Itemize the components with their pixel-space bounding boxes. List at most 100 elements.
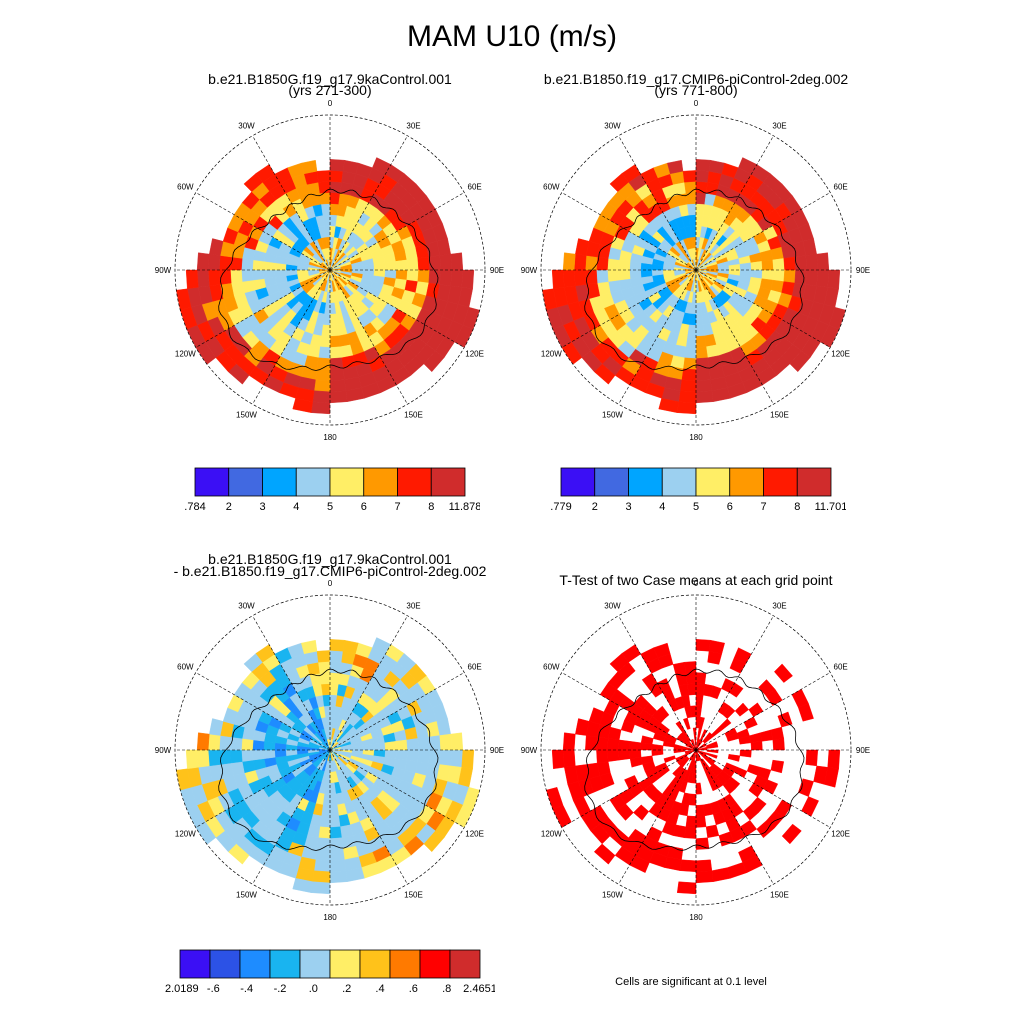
grid-cell	[695, 639, 711, 652]
grid-cell	[384, 741, 397, 751]
panel-1-title-line2: (yrs 271-300)	[288, 82, 372, 98]
grid-cell	[219, 735, 232, 751]
panel-2-title-line1: b.e21.B1850.f19_g17.CMIP6-piControl-2deg…	[543, 71, 849, 87]
grid-cell	[318, 346, 331, 359]
lon-label: 60E	[468, 183, 482, 192]
colorbar-tick-label: 3	[625, 501, 631, 513]
colorbar-swatch	[209, 949, 241, 979]
colorbar-tick-label: 4	[659, 501, 665, 513]
grid-cell	[667, 159, 684, 175]
grid-cell	[315, 848, 331, 861]
grid-cell	[688, 214, 697, 227]
lon-label: 60W	[177, 183, 194, 192]
panel-3-title-line1: b.e21.B1850G.f19_g17.9kaControl.001	[208, 551, 452, 567]
grid-cell	[691, 739, 697, 751]
colorbar-tick-label: .779	[550, 501, 571, 513]
grid-cell	[263, 269, 276, 279]
grid-cell	[695, 804, 705, 817]
grid-cell	[329, 848, 345, 861]
grid-cell	[684, 749, 697, 754]
lon-label: 90E	[490, 746, 504, 755]
grid-cell	[230, 269, 243, 284]
grid-cell	[708, 639, 725, 655]
grid-cell	[675, 720, 686, 733]
grid-cells	[176, 157, 480, 415]
grid-cell	[319, 192, 331, 205]
grid-cell	[805, 749, 819, 767]
grid-cell	[423, 350, 445, 373]
grid-cell	[313, 859, 331, 873]
grid-cell	[209, 718, 224, 736]
colorbar-tick-label: -.6	[207, 983, 220, 995]
colorbar-swatch	[363, 467, 398, 497]
grid-cell	[373, 742, 386, 751]
grid-cell	[656, 678, 671, 693]
grid-cell	[313, 379, 331, 393]
grid-cell	[618, 749, 631, 761]
grid-cell	[318, 661, 331, 674]
grid-cell	[329, 368, 345, 381]
grid-cell	[219, 255, 232, 271]
figure-title: MAM U10 (m/s)	[407, 20, 617, 53]
grid-cell	[727, 754, 741, 762]
grid-cell	[695, 313, 704, 326]
grid-cell	[315, 368, 331, 381]
grid-cell	[423, 830, 445, 853]
grid-cell	[450, 252, 464, 271]
lon-label: 60E	[834, 663, 848, 672]
panel-2-polar-map: 0 30E 60E 90E 120E 150E 180 150W 120W 90W 60W 30W	[521, 100, 870, 442]
grid-cell	[552, 804, 572, 828]
grid-cell	[794, 269, 807, 285]
grid-cell	[706, 744, 719, 749]
grid-cell	[322, 214, 331, 227]
colorbar-tick-label: 7	[760, 501, 766, 513]
grid-cell	[562, 732, 576, 751]
grid-cell	[789, 350, 811, 373]
grid-cell	[301, 639, 318, 655]
lon-label: 30W	[238, 601, 255, 610]
grid-cell	[695, 782, 703, 795]
grid-cell	[252, 749, 265, 761]
grid-cell	[607, 738, 620, 751]
grid-cell	[770, 726, 785, 741]
lon-label: 90W	[155, 266, 172, 275]
grid-cell	[185, 749, 199, 770]
meridian-line	[195, 269, 331, 348]
grid-cell	[678, 683, 690, 697]
colorbar-swatch	[628, 467, 663, 497]
map-boundary	[174, 114, 486, 426]
panel-2-title-line2: (yrs 771-800)	[654, 82, 738, 98]
grid-cell	[562, 252, 576, 271]
grid-cell	[406, 258, 419, 271]
grid-cell	[624, 775, 639, 790]
grid-cell	[417, 736, 430, 751]
grid-cell	[384, 261, 397, 271]
lon-label: 60W	[543, 663, 560, 672]
meridian-line	[329, 269, 408, 405]
grid-cell	[439, 733, 453, 751]
grid-cell	[450, 269, 464, 288]
grid-cell	[607, 749, 620, 762]
grid-cell	[318, 181, 331, 194]
colorbar-swatch	[389, 949, 421, 979]
grid-cell	[783, 256, 796, 271]
lon-label: 30W	[604, 601, 621, 610]
lon-label: 60W	[543, 183, 560, 192]
grid-cell	[695, 672, 707, 685]
grid-cell	[692, 727, 697, 740]
lon-label: 30W	[238, 121, 255, 130]
lon-label: 180	[689, 433, 703, 442]
lon-label: 120W	[541, 350, 562, 359]
grid-cell	[329, 346, 342, 359]
grid-cell	[329, 793, 338, 806]
grid-cell	[321, 683, 331, 696]
colorbar-swatch	[194, 467, 230, 497]
grid-cell	[805, 253, 819, 271]
grid-cell	[310, 881, 331, 895]
grid-cell	[321, 203, 331, 216]
grid-cell	[678, 390, 697, 404]
grid-cell	[734, 702, 749, 717]
grid-cell	[651, 743, 664, 751]
grid-cell	[816, 252, 830, 271]
lon-label: 30E	[406, 121, 420, 130]
